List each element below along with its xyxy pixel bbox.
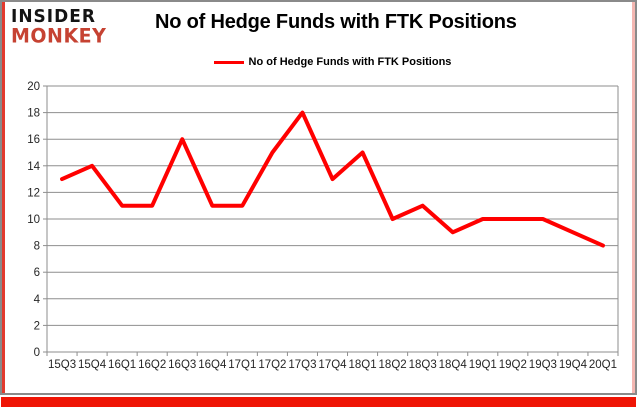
svg-text:4: 4 [34, 294, 41, 306]
svg-text:10: 10 [27, 214, 40, 226]
svg-text:20: 20 [27, 81, 40, 93]
svg-text:19Q1: 19Q1 [469, 359, 497, 371]
chart-frame [0, 0, 637, 395]
logo-text-monkey: MONKEY [11, 24, 107, 48]
svg-text:18Q4: 18Q4 [439, 359, 468, 371]
svg-text:16Q3: 16Q3 [168, 359, 196, 371]
svg-text:18: 18 [27, 108, 40, 120]
svg-text:20Q1: 20Q1 [589, 359, 617, 371]
svg-text:6: 6 [34, 267, 40, 279]
legend-line-swatch-icon [213, 60, 244, 64]
svg-text:2: 2 [34, 320, 40, 332]
chart-title: No of Hedge Funds with FTK Positions [155, 11, 517, 33]
chart-legend: No of Hedge Funds with FTK Positions [47, 56, 618, 68]
svg-text:14: 14 [27, 161, 40, 173]
svg-text:15Q3: 15Q3 [48, 359, 76, 371]
svg-text:18Q2: 18Q2 [379, 359, 407, 371]
insider-monkey-logo: INSIDER MONKEY [11, 8, 106, 46]
svg-text:16Q4: 16Q4 [198, 359, 227, 371]
svg-text:17Q1: 17Q1 [228, 359, 256, 371]
svg-text:17Q3: 17Q3 [288, 359, 316, 371]
svg-text:16Q1: 16Q1 [108, 359, 136, 371]
svg-text:19Q3: 19Q3 [529, 359, 557, 371]
svg-text:18Q1: 18Q1 [348, 359, 376, 371]
svg-text:18Q3: 18Q3 [409, 359, 437, 371]
svg-text:15Q4: 15Q4 [78, 359, 107, 371]
svg-text:12: 12 [27, 187, 40, 199]
svg-text:19Q2: 19Q2 [499, 359, 527, 371]
svg-text:8: 8 [34, 241, 40, 253]
legend-series-label: No of Hedge Funds with FTK Positions [248, 56, 452, 68]
svg-text:17Q4: 17Q4 [318, 359, 347, 371]
svg-text:17Q2: 17Q2 [258, 359, 286, 371]
svg-text:19Q4: 19Q4 [559, 359, 588, 371]
svg-text:16: 16 [27, 134, 40, 146]
logo-text-insider: INSIDER [11, 6, 96, 27]
svg-text:16Q2: 16Q2 [138, 359, 166, 371]
svg-text:0: 0 [34, 347, 40, 359]
bottom-red-accent-bar [1, 397, 636, 407]
